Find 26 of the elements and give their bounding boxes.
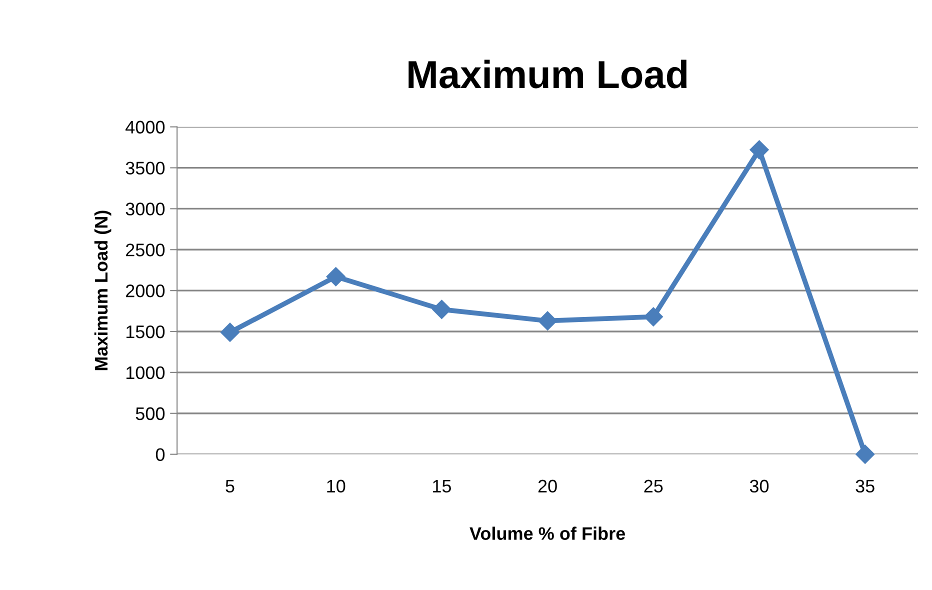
point — [750, 140, 769, 160]
y-tick-label: 2500 — [126, 244, 165, 256]
point — [644, 307, 663, 326]
x-tick-label: 25 — [644, 480, 663, 493]
y-tick-label: 500 — [136, 407, 165, 420]
point — [432, 300, 452, 319]
y-tick-label: 1500 — [126, 325, 165, 338]
x-tick-label: 5 — [226, 480, 234, 493]
y-tick-label: 0 — [156, 448, 165, 462]
x-tick-label: 10 — [327, 480, 346, 493]
x-axis-title: Volume % of Fibre — [470, 526, 626, 540]
y-tick-label: 3000 — [126, 202, 165, 216]
y-axis-title: Maximum Load (N) — [94, 210, 112, 370]
y-tick-label: 4000 — [126, 120, 165, 134]
x-tick-label: 30 — [750, 480, 769, 493]
point — [538, 311, 558, 330]
y-tick-label: 3500 — [126, 162, 165, 174]
y-tick-label: 1000 — [126, 366, 165, 380]
x-tick-label: 15 — [433, 480, 451, 493]
point — [856, 444, 875, 464]
y-tick-label: 2000 — [126, 284, 165, 298]
point — [220, 322, 240, 342]
x-tick-label: 20 — [538, 480, 557, 493]
chart-title: Maximum Load — [408, 60, 687, 88]
x-tick-label: 35 — [856, 480, 874, 493]
point — [326, 267, 346, 286]
